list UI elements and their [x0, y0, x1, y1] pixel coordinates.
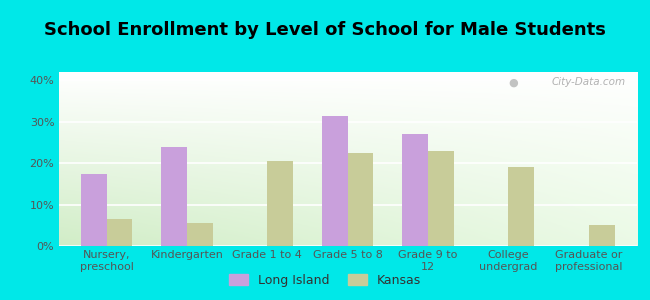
Bar: [428, 151, 454, 246]
Bar: [267, 161, 293, 246]
Bar: [161, 147, 187, 246]
Text: School Enrollment by Level of School for Male Students: School Enrollment by Level of School for…: [44, 21, 606, 39]
Bar: [107, 219, 133, 246]
Bar: [402, 134, 428, 246]
Bar: [187, 223, 213, 246]
Bar: [348, 153, 374, 246]
Bar: [322, 116, 348, 246]
Text: City-Data.com: City-Data.com: [551, 77, 625, 87]
Bar: [508, 167, 534, 246]
Legend: Long Island, Kansas: Long Island, Kansas: [226, 270, 424, 291]
Bar: [81, 173, 107, 246]
Bar: [589, 225, 614, 246]
Text: ●: ●: [509, 77, 519, 87]
